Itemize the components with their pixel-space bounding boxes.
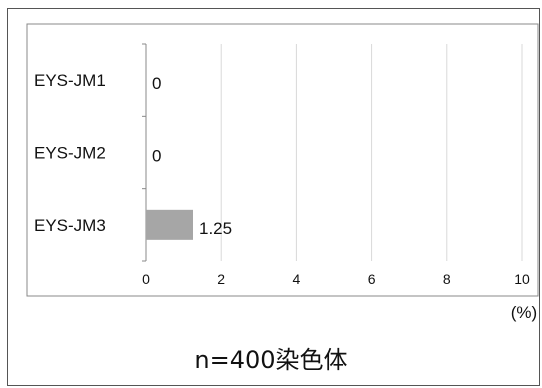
x-axis-unit-label: (%)	[511, 303, 537, 322]
x-tick-label: 10	[514, 271, 530, 287]
bars	[146, 209, 193, 240]
labels: 0 2 4 6 8 10 EYS-JM1 0 EYS-JM2 0 EYS-JM3 1.25	[34, 71, 530, 287]
x-tick-label: 8	[443, 271, 451, 287]
value-label: 1.25	[199, 219, 232, 238]
x-tick-label: 0	[142, 271, 150, 287]
plot-area-border	[26, 23, 539, 297]
category-label: EYS-JM3	[34, 216, 106, 235]
x-tick-label: 4	[293, 271, 301, 287]
category-label: EYS-JM2	[34, 144, 106, 163]
category-label: EYS-JM1	[34, 71, 106, 90]
bar	[146, 209, 193, 240]
x-tick-label: 6	[368, 271, 376, 287]
sample-size-note: n=400染色体	[194, 346, 348, 374]
value-label: 0	[152, 147, 161, 166]
x-tick-label: 2	[217, 271, 225, 287]
grid-lines	[142, 43, 523, 262]
value-label: 0	[152, 74, 161, 93]
